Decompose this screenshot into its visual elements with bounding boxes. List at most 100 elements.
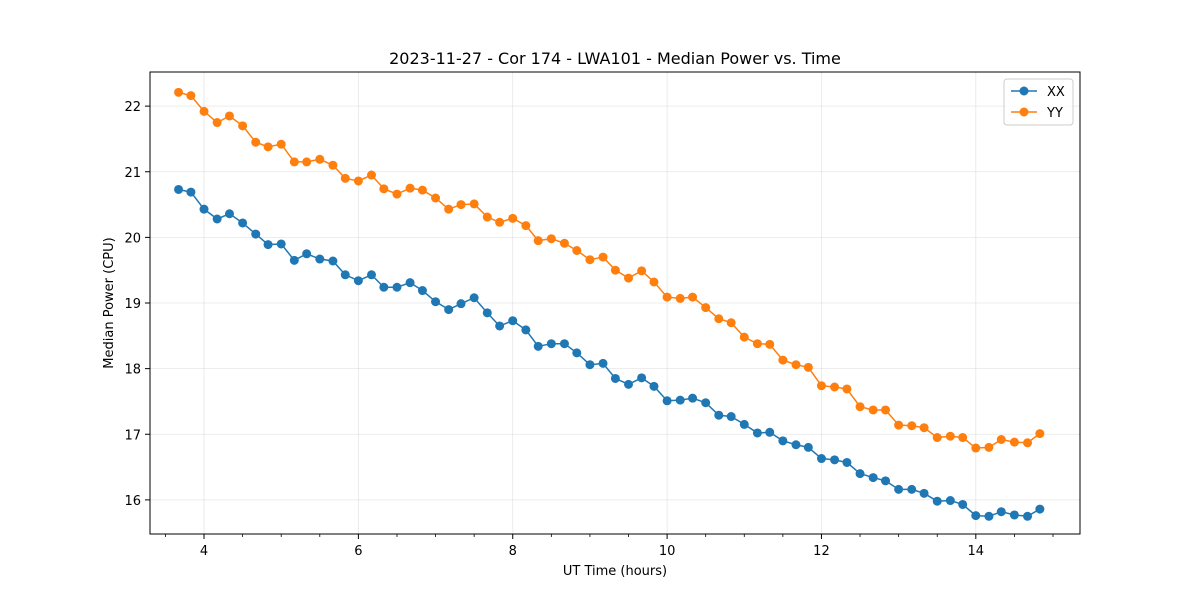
axis-ticks: 4 6 8 10 12 14 16 17 18 19 20 21 22 bbox=[124, 100, 1054, 559]
y-tick-label: 16 bbox=[124, 494, 141, 509]
data-point-xx bbox=[868, 473, 878, 483]
data-point-xx bbox=[791, 440, 801, 450]
y-tick-label: 19 bbox=[124, 297, 141, 312]
data-point-xx bbox=[971, 511, 981, 521]
y-tick-label: 22 bbox=[124, 100, 141, 115]
data-point-yy bbox=[637, 266, 647, 276]
data-point-yy bbox=[688, 292, 698, 302]
data-point-yy bbox=[405, 183, 415, 193]
data-point-xx bbox=[340, 270, 350, 280]
data-point-xx bbox=[405, 278, 415, 288]
data-point-xx bbox=[1009, 510, 1019, 520]
data-point-yy bbox=[224, 111, 234, 121]
data-point-xx bbox=[637, 373, 647, 383]
data-point-yy bbox=[392, 189, 402, 199]
data-point-xx bbox=[610, 373, 620, 383]
data-point-yy bbox=[431, 193, 441, 203]
data-point-yy bbox=[585, 255, 595, 265]
data-point-xx bbox=[958, 499, 968, 509]
data-point-yy bbox=[340, 173, 350, 183]
data-point-yy bbox=[482, 212, 492, 222]
data-point-yy bbox=[289, 157, 299, 167]
data-point-yy bbox=[186, 91, 196, 101]
data-point-yy bbox=[521, 221, 531, 231]
data-point-yy bbox=[624, 273, 634, 283]
data-point-yy bbox=[855, 402, 865, 412]
data-point-xx bbox=[688, 393, 698, 403]
data-point-yy bbox=[996, 435, 1006, 444]
data-point-yy bbox=[315, 154, 325, 164]
data-point-xx bbox=[521, 325, 531, 335]
chart-title: 2023-11-27 - Cor 174 - LWA101 - Median P… bbox=[389, 49, 841, 68]
data-point-xx bbox=[881, 476, 891, 486]
data-point-xx bbox=[662, 396, 672, 406]
data-point-xx bbox=[945, 496, 955, 506]
data-point-yy bbox=[328, 160, 338, 170]
data-point-xx bbox=[816, 454, 826, 464]
data-point-xx bbox=[675, 395, 685, 405]
data-point-xx bbox=[907, 484, 917, 494]
data-point-xx bbox=[444, 305, 454, 315]
data-point-yy bbox=[199, 106, 209, 116]
data-point-yy bbox=[610, 265, 620, 275]
data-point-xx bbox=[199, 204, 209, 214]
data-point-xx bbox=[752, 428, 762, 438]
data-point-xx bbox=[251, 229, 261, 239]
data-point-yy bbox=[367, 170, 377, 180]
data-point-yy bbox=[379, 184, 389, 194]
data-point-yy bbox=[830, 382, 840, 392]
legend-label-xx: XX bbox=[1047, 85, 1065, 100]
data-point-xx bbox=[417, 286, 427, 296]
data-point-yy bbox=[212, 118, 222, 128]
data-point-xx bbox=[224, 209, 234, 219]
data-point-xx bbox=[392, 282, 402, 292]
data-point-xx bbox=[186, 187, 196, 197]
data-point-xx bbox=[624, 379, 634, 389]
data-point-yy bbox=[919, 423, 929, 433]
data-point-xx bbox=[508, 316, 518, 326]
data-point-yy bbox=[662, 292, 672, 302]
data-point-xx bbox=[830, 455, 840, 465]
data-point-yy bbox=[508, 213, 518, 223]
data-point-xx bbox=[263, 240, 273, 250]
x-tick-label: 8 bbox=[509, 544, 517, 559]
data-point-xx bbox=[559, 339, 569, 349]
data-point-yy bbox=[932, 433, 942, 443]
x-tick-label: 10 bbox=[659, 544, 676, 559]
x-tick-label: 14 bbox=[968, 544, 985, 559]
data-point-xx bbox=[739, 419, 749, 429]
data-point-yy bbox=[444, 204, 454, 214]
data-point-yy bbox=[649, 277, 659, 287]
data-point-yy bbox=[765, 339, 775, 349]
data-point-xx bbox=[701, 398, 711, 408]
data-point-xx bbox=[469, 293, 479, 303]
data-point-yy bbox=[1023, 438, 1033, 448]
data-point-yy bbox=[572, 246, 582, 255]
data-point-xx bbox=[1023, 511, 1033, 521]
data-point-yy bbox=[984, 442, 994, 452]
data-point-xx bbox=[302, 249, 312, 259]
data-point-yy bbox=[752, 339, 762, 349]
data-point-xx bbox=[996, 507, 1006, 517]
data-point-xx bbox=[572, 348, 582, 358]
data-point-yy bbox=[701, 303, 711, 313]
data-point-xx bbox=[726, 412, 736, 422]
data-point-yy bbox=[598, 252, 608, 262]
y-tick-label: 20 bbox=[124, 231, 141, 246]
legend-marker-xx bbox=[1019, 86, 1029, 96]
data-point-yy bbox=[907, 421, 917, 431]
data-point-yy bbox=[495, 217, 505, 227]
legend-label-yy: YY bbox=[1046, 106, 1063, 121]
data-point-xx bbox=[842, 457, 852, 467]
x-tick-label: 6 bbox=[354, 544, 362, 559]
data-point-xx bbox=[482, 308, 492, 318]
legend: XX YY bbox=[1003, 78, 1074, 126]
data-point-yy bbox=[276, 139, 286, 149]
data-point-yy bbox=[816, 381, 826, 391]
data-point-xx bbox=[456, 299, 466, 309]
y-axis-label: Median Power (CPU) bbox=[102, 237, 117, 368]
data-point-yy bbox=[945, 431, 955, 441]
data-point-yy bbox=[456, 200, 466, 210]
